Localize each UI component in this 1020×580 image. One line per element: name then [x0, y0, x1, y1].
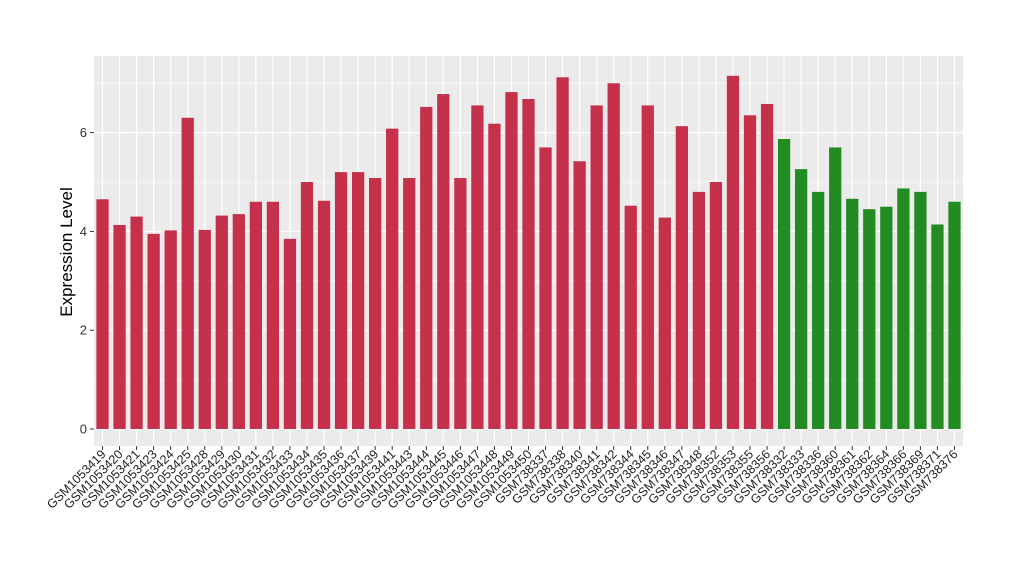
bar: [692, 191, 706, 429]
bar: [931, 224, 944, 429]
bar: [198, 229, 211, 429]
bar: [505, 92, 518, 429]
bar: [386, 128, 399, 429]
bar: [249, 201, 263, 429]
bar: [147, 233, 160, 429]
bar: [403, 178, 416, 429]
bar: [181, 117, 194, 429]
bar: [794, 169, 808, 429]
bar: [607, 83, 620, 429]
bar: [96, 199, 109, 429]
bar: [726, 75, 740, 429]
bar: [351, 172, 365, 429]
bar: [812, 191, 825, 429]
bar: [829, 147, 842, 430]
bar: [317, 200, 331, 429]
bar: [777, 139, 791, 429]
bar: [573, 161, 586, 429]
bar: [897, 188, 910, 429]
bar: [488, 123, 501, 429]
bar: [556, 77, 569, 429]
bar: [948, 201, 961, 429]
bar: [675, 126, 688, 429]
bar: [454, 178, 467, 429]
bar: [709, 182, 723, 429]
bar: [215, 215, 228, 429]
bar: [283, 238, 297, 429]
bar: [471, 105, 484, 430]
bar: [658, 217, 671, 429]
bar: [914, 191, 927, 429]
y-axis: 0 2 4 6: [80, 125, 94, 437]
bar: [863, 209, 876, 429]
y-tick-label: 0: [80, 422, 87, 437]
y-tick-label: 2: [80, 323, 87, 338]
bar: [760, 103, 774, 429]
bar: [300, 182, 314, 429]
y-tick-label: 4: [80, 224, 87, 239]
bar: [334, 172, 348, 429]
bar: [522, 99, 535, 430]
bars: [96, 75, 961, 430]
bar: [641, 105, 654, 430]
bar: [743, 115, 757, 429]
y-tick-label: 6: [80, 125, 87, 140]
bar: [880, 206, 893, 429]
bar: [624, 205, 637, 429]
y-axis-title: Expression Level: [57, 187, 76, 316]
bar: [113, 224, 126, 429]
bar: [369, 178, 382, 429]
bar: [420, 106, 433, 430]
bar: [539, 147, 552, 430]
bar: [437, 94, 450, 430]
x-axis: GSM1053419GSM1053420GSM1053421GSM1053423…: [44, 446, 961, 512]
bar: [164, 230, 177, 429]
bar: [846, 198, 859, 429]
bar: [232, 214, 245, 429]
bar: [266, 201, 280, 429]
bar: [130, 216, 143, 429]
bar: [590, 105, 603, 430]
